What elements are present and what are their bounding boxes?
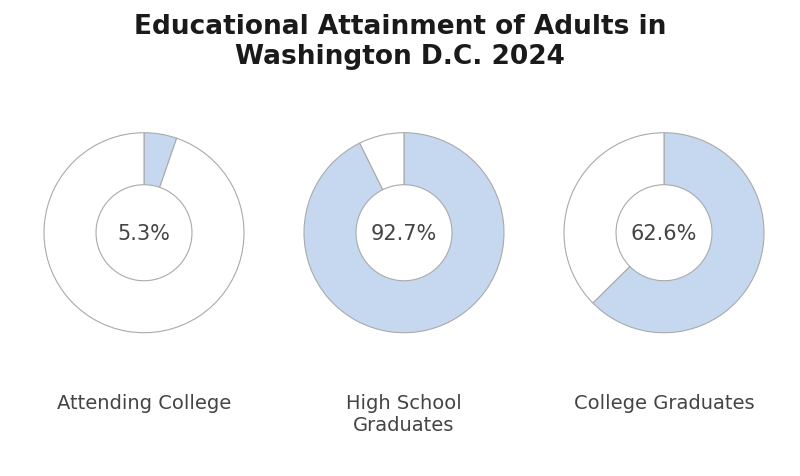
Text: High School
Graduates: High School Graduates bbox=[346, 393, 462, 434]
Wedge shape bbox=[564, 133, 664, 303]
Wedge shape bbox=[144, 133, 177, 188]
Text: Educational Attainment of Adults in
Washington D.C. 2024: Educational Attainment of Adults in Wash… bbox=[134, 14, 666, 70]
Wedge shape bbox=[360, 133, 404, 190]
Text: 62.6%: 62.6% bbox=[631, 223, 697, 243]
Text: 5.3%: 5.3% bbox=[118, 223, 170, 243]
Text: 92.7%: 92.7% bbox=[371, 223, 437, 243]
Wedge shape bbox=[304, 133, 504, 333]
Text: Attending College: Attending College bbox=[57, 393, 231, 412]
Wedge shape bbox=[44, 133, 244, 333]
Text: College Graduates: College Graduates bbox=[574, 393, 754, 412]
Wedge shape bbox=[593, 133, 764, 333]
